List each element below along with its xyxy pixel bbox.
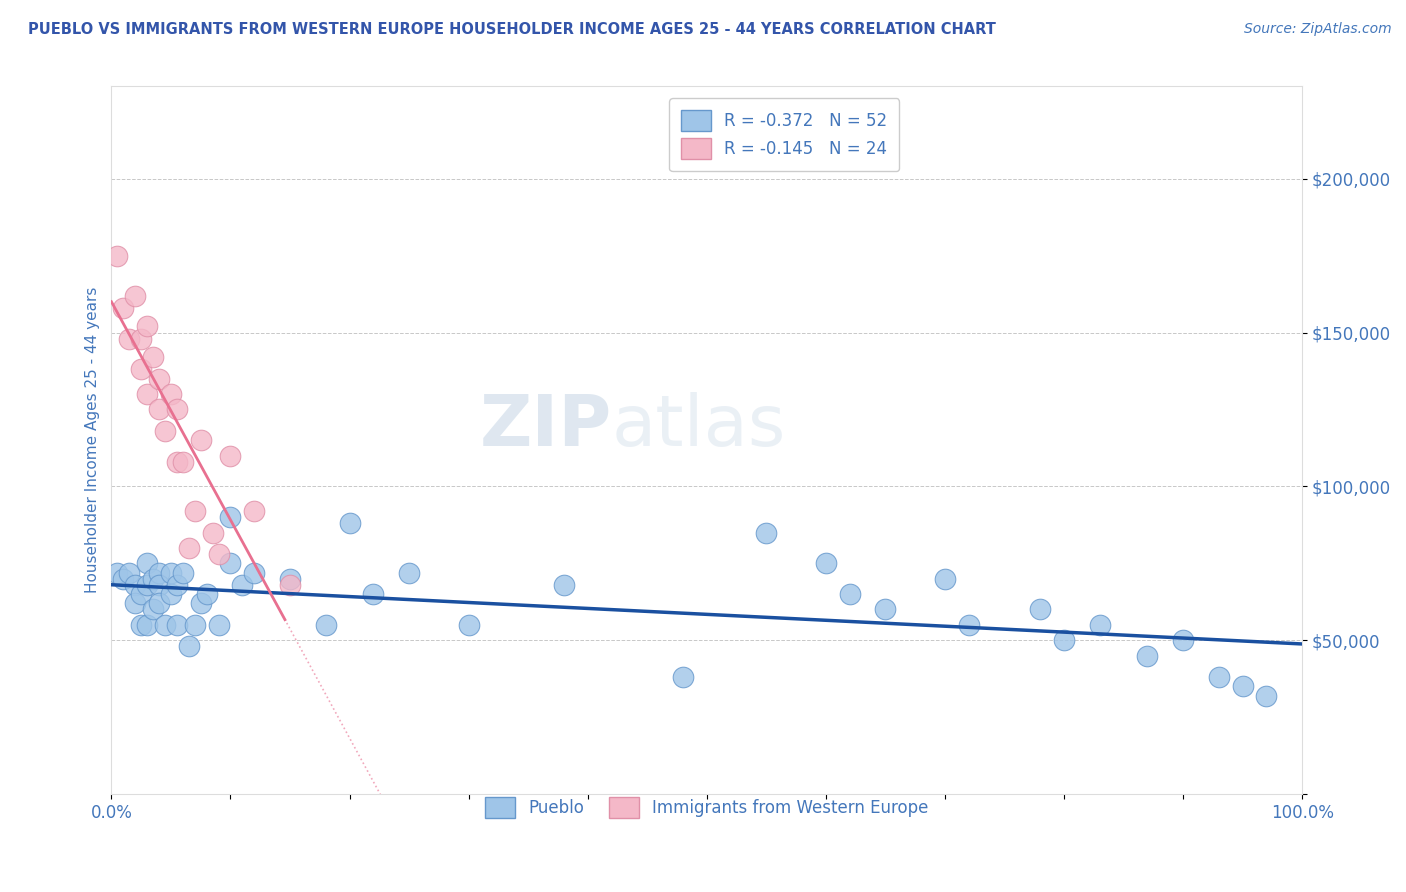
- Point: [124, 578, 146, 592]
- Point: [166, 617, 188, 632]
- Point: [136, 556, 159, 570]
- Point: [112, 301, 135, 315]
- Point: [160, 587, 183, 601]
- Point: [142, 572, 165, 586]
- Point: [278, 578, 301, 592]
- Point: [398, 566, 420, 580]
- Point: [1256, 689, 1278, 703]
- Point: [1053, 633, 1076, 648]
- Point: [148, 596, 170, 610]
- Point: [129, 617, 152, 632]
- Text: Source: ZipAtlas.com: Source: ZipAtlas.com: [1244, 22, 1392, 37]
- Point: [148, 578, 170, 592]
- Point: [1136, 648, 1159, 663]
- Point: [1088, 617, 1111, 632]
- Point: [129, 362, 152, 376]
- Point: [219, 449, 242, 463]
- Point: [457, 617, 479, 632]
- Point: [219, 556, 242, 570]
- Point: [875, 602, 897, 616]
- Point: [755, 525, 778, 540]
- Point: [172, 566, 194, 580]
- Point: [219, 510, 242, 524]
- Point: [160, 566, 183, 580]
- Point: [339, 516, 361, 531]
- Point: [1029, 602, 1052, 616]
- Point: [136, 617, 159, 632]
- Point: [315, 617, 337, 632]
- Point: [142, 350, 165, 364]
- Point: [207, 617, 229, 632]
- Point: [1208, 670, 1230, 684]
- Point: [105, 249, 128, 263]
- Point: [231, 578, 253, 592]
- Point: [166, 578, 188, 592]
- Point: [957, 617, 980, 632]
- Point: [190, 433, 212, 447]
- Point: [201, 525, 224, 540]
- Point: [243, 504, 266, 518]
- Point: [363, 587, 385, 601]
- Point: [934, 572, 956, 586]
- Point: [243, 566, 266, 580]
- Point: [838, 587, 860, 601]
- Point: [166, 402, 188, 417]
- Point: [184, 617, 207, 632]
- Point: [136, 319, 159, 334]
- Point: [190, 596, 212, 610]
- Point: [160, 387, 183, 401]
- Point: [136, 387, 159, 401]
- Point: [148, 372, 170, 386]
- Point: [172, 455, 194, 469]
- Text: PUEBLO VS IMMIGRANTS FROM WESTERN EUROPE HOUSEHOLDER INCOME AGES 25 - 44 YEARS C: PUEBLO VS IMMIGRANTS FROM WESTERN EUROPE…: [28, 22, 995, 37]
- Point: [118, 332, 141, 346]
- Legend: Pueblo, Immigrants from Western Europe: Pueblo, Immigrants from Western Europe: [478, 790, 935, 824]
- Point: [105, 566, 128, 580]
- Point: [166, 455, 188, 469]
- Point: [136, 578, 159, 592]
- Point: [814, 556, 837, 570]
- Point: [1232, 679, 1254, 693]
- Point: [124, 596, 146, 610]
- Point: [177, 640, 200, 654]
- Text: ZIP: ZIP: [479, 392, 612, 460]
- Point: [112, 572, 135, 586]
- Point: [118, 566, 141, 580]
- Point: [142, 602, 165, 616]
- Point: [153, 424, 176, 438]
- Point: [672, 670, 695, 684]
- Point: [129, 332, 152, 346]
- Point: [278, 572, 301, 586]
- Point: [124, 288, 146, 302]
- Point: [195, 587, 218, 601]
- Point: [1171, 633, 1194, 648]
- Point: [184, 504, 207, 518]
- Point: [207, 547, 229, 561]
- Y-axis label: Householder Income Ages 25 - 44 years: Householder Income Ages 25 - 44 years: [86, 287, 100, 593]
- Point: [148, 402, 170, 417]
- Text: atlas: atlas: [612, 392, 786, 460]
- Point: [153, 617, 176, 632]
- Point: [129, 587, 152, 601]
- Point: [148, 566, 170, 580]
- Point: [553, 578, 575, 592]
- Point: [177, 541, 200, 555]
